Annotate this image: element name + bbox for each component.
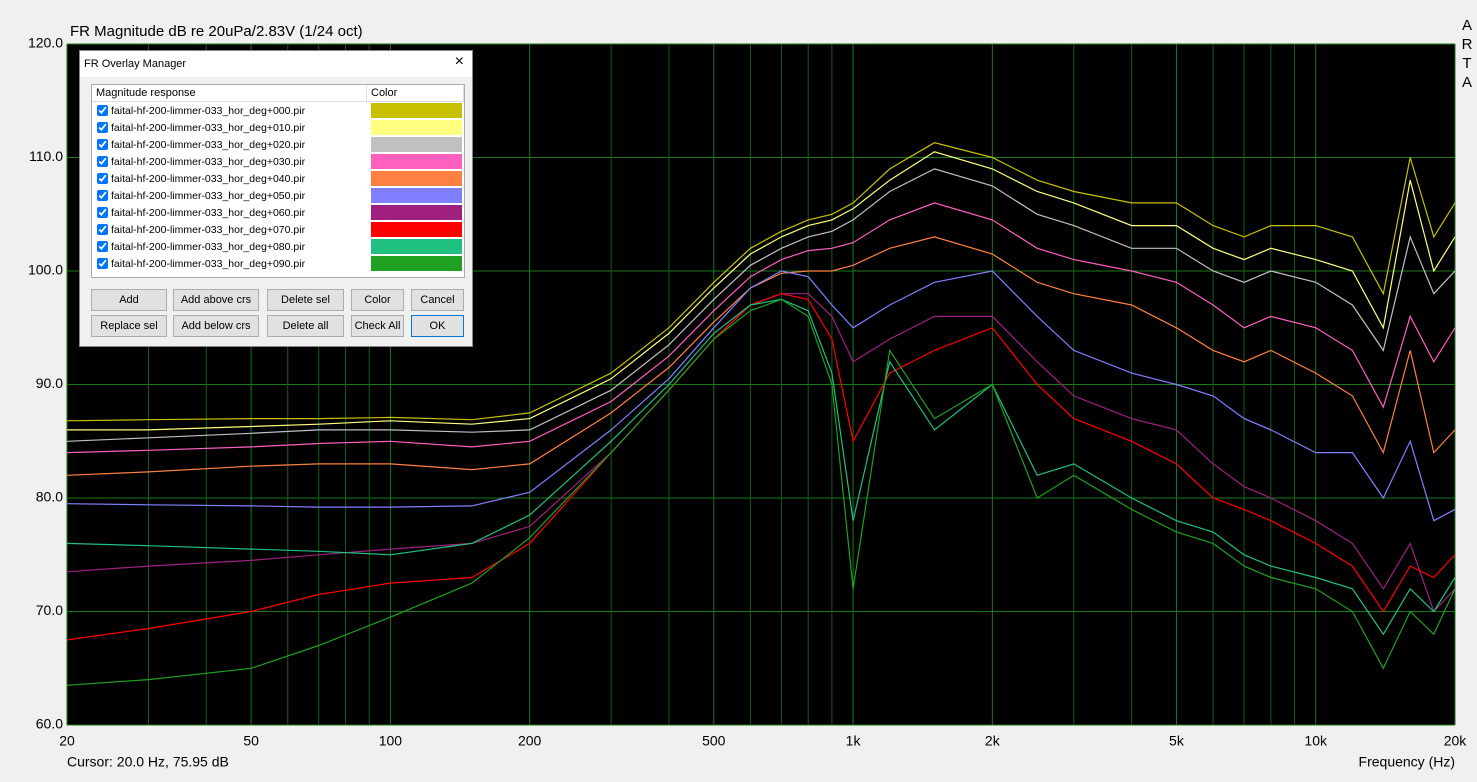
overlay-dialog: FR Overlay Manager × Magnitude response Co…	[79, 50, 473, 347]
checkbox[interactable]	[97, 139, 108, 150]
color-swatch	[371, 222, 462, 237]
button[interactable]: Add below crs	[173, 315, 259, 337]
checkbox[interactable]	[97, 258, 108, 269]
y-tick-label: 110.0	[29, 148, 63, 164]
list-row[interactable]: faital-hf-200-limmer-033_hor_deg+020.pir	[92, 136, 464, 153]
y-tick-label: 60.0	[36, 716, 63, 732]
series-line	[67, 298, 1455, 686]
list-row[interactable]: faital-hf-200-limmer-033_hor_deg+000.pir	[92, 102, 464, 119]
checkbox[interactable]	[97, 122, 108, 133]
overlay-list: Magnitude response Color faital-hf-200-li…	[91, 84, 465, 278]
y-tick-label: 100.0	[28, 262, 63, 278]
color-swatch	[371, 256, 462, 271]
button[interactable]: Replace sel	[91, 315, 167, 337]
color-swatch	[371, 120, 462, 135]
series-line	[67, 293, 1455, 641]
color-swatch	[371, 171, 462, 186]
checkbox[interactable]	[97, 207, 108, 218]
list-row[interactable]: faital-hf-200-limmer-033_hor_deg+080.pir	[92, 238, 464, 255]
series-line	[67, 270, 1455, 522]
color-swatch	[371, 154, 462, 169]
x-tick-label: 10k	[1304, 733, 1328, 749]
row-name: faital-hf-200-limmer-033_hor_deg+080.pir	[111, 240, 306, 253]
column-header: Color	[367, 85, 464, 101]
list-row[interactable]: faital-hf-200-limmer-033_hor_deg+090.pir	[92, 255, 464, 272]
y-tick-label: 120.0	[28, 35, 63, 51]
row-name: faital-hf-200-limmer-033_hor_deg+020.pir	[111, 138, 306, 151]
row-name: faital-hf-200-limmer-033_hor_deg+060.pir	[111, 206, 306, 219]
x-tick-label: 200	[518, 733, 542, 749]
y-tick-label: 70.0	[36, 602, 63, 618]
list-row[interactable]: faital-hf-200-limmer-033_hor_deg+010.pir	[92, 119, 464, 136]
checkbox[interactable]	[97, 156, 108, 167]
cursor-readout: Cursor: 20.0 Hz, 75.95 dB	[67, 754, 229, 770]
series-line	[67, 298, 1455, 636]
button[interactable]: Add above crs	[173, 289, 259, 311]
x-tick-label: 100	[379, 733, 403, 749]
row-name: faital-hf-200-limmer-033_hor_deg+070.pir	[111, 223, 306, 236]
checkbox[interactable]	[97, 241, 108, 252]
row-name: faital-hf-200-limmer-033_hor_deg+090.pir	[111, 257, 306, 270]
list-row[interactable]: faital-hf-200-limmer-033_hor_deg+070.pir	[92, 221, 464, 238]
button[interactable]: OK	[411, 315, 464, 337]
row-name: faital-hf-200-limmer-033_hor_deg+000.pir	[111, 104, 306, 117]
x-axis-label: Frequency (Hz)	[1359, 754, 1455, 770]
series-line	[67, 236, 1455, 476]
x-tick-label: 1k	[846, 733, 862, 749]
dialog-title: FR Overlay Manager	[84, 58, 187, 70]
row-name: faital-hf-200-limmer-033_hor_deg+030.pir	[111, 155, 306, 168]
close-button[interactable]: ×	[454, 53, 464, 70]
button[interactable]: Check All	[351, 315, 404, 337]
list-row[interactable]: faital-hf-200-limmer-033_hor_deg+030.pir	[92, 153, 464, 170]
x-tick-label: 20k	[1444, 733, 1468, 749]
series-line	[67, 151, 1455, 431]
row-name: faital-hf-200-limmer-033_hor_deg+050.pir	[111, 189, 306, 202]
color-swatch	[371, 137, 462, 152]
list-row[interactable]: faital-hf-200-limmer-033_hor_deg+060.pir	[92, 204, 464, 221]
button[interactable]: Delete all	[267, 315, 344, 337]
y-tick-label: 90.0	[36, 375, 63, 391]
list-row[interactable]: faital-hf-200-limmer-033_hor_deg+050.pir	[92, 187, 464, 204]
color-swatch	[371, 205, 462, 220]
color-swatch	[371, 239, 462, 254]
x-tick-label: 2k	[985, 733, 1001, 749]
button[interactable]: Cancel	[411, 289, 464, 311]
watermark: ARTA	[1459, 17, 1476, 93]
color-swatch	[371, 103, 462, 118]
button[interactable]: Add	[91, 289, 167, 311]
x-tick-label: 50	[243, 733, 259, 749]
row-name: faital-hf-200-limmer-033_hor_deg+040.pir	[111, 172, 306, 185]
button[interactable]: Color	[351, 289, 404, 311]
row-name: faital-hf-200-limmer-033_hor_deg+010.pir	[111, 121, 306, 134]
column-header: Magnitude response	[92, 85, 367, 101]
color-swatch	[371, 188, 462, 203]
x-tick-label: 5k	[1169, 733, 1185, 749]
checkbox[interactable]	[97, 173, 108, 184]
x-tick-label: 20	[59, 733, 75, 749]
chart-title: FR Magnitude dB re 20uPa/2.83V (1/24 oct…	[70, 23, 363, 40]
checkbox[interactable]	[97, 190, 108, 201]
checkbox[interactable]	[97, 224, 108, 235]
title-bar: FR Overlay Manager ×	[80, 51, 472, 77]
series-line	[67, 168, 1455, 442]
checkbox[interactable]	[97, 105, 108, 116]
button[interactable]: Delete sel	[267, 289, 344, 311]
series-line	[67, 142, 1455, 422]
list-row[interactable]: faital-hf-200-limmer-033_hor_deg+040.pir	[92, 170, 464, 187]
list-header: Magnitude response Color	[92, 85, 464, 102]
y-tick-label: 80.0	[36, 489, 63, 505]
series-line	[67, 202, 1455, 454]
x-tick-label: 500	[702, 733, 726, 749]
